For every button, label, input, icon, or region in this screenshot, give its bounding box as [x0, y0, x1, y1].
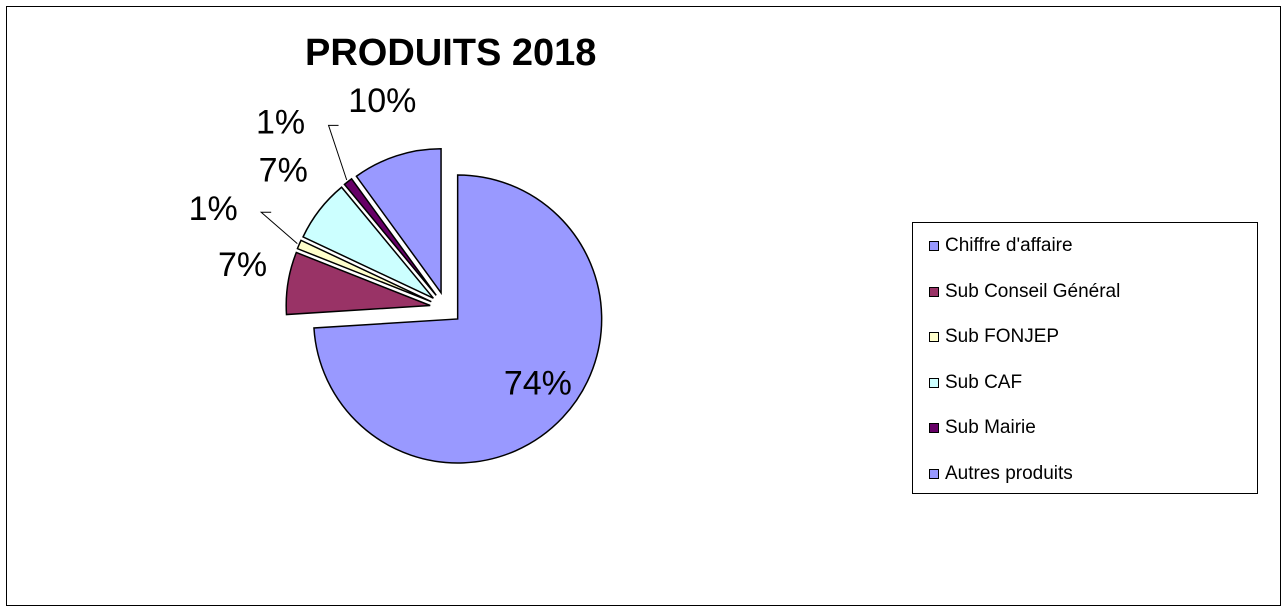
legend-label: Chiffre d'affaire — [945, 235, 1073, 256]
data-label: 1% — [189, 190, 238, 228]
pie-chart: 74% 7% 1% 7% 1% 10% — [189, 82, 603, 464]
legend-item: Autres produits — [929, 463, 1073, 485]
legend-swatch — [929, 377, 939, 388]
legend-item: Sub CAF — [929, 372, 1022, 394]
legend-label: Sub Conseil Général — [945, 280, 1121, 302]
pie-slice — [285, 251, 431, 316]
legend-item: Sub Mairie — [929, 417, 1036, 439]
legend-item: Chiffre d'affaire — [929, 235, 1073, 257]
data-label: 7% — [259, 152, 308, 190]
legend-label: Sub CAF — [945, 371, 1023, 393]
legend-swatch — [929, 468, 939, 479]
legend-label: Autres produits — [945, 462, 1073, 484]
legend: Chiffre d'affaire Sub Conseil Général Su… — [912, 222, 1258, 494]
data-label: 1% — [256, 103, 305, 141]
data-label: 7% — [218, 246, 267, 284]
legend-item: Sub Conseil Général — [929, 281, 1120, 303]
leader-line — [327, 124, 348, 181]
pie-slice — [302, 186, 434, 299]
legend-label: Sub Mairie — [945, 417, 1036, 438]
chart-title: PRODUITS 2018 — [305, 32, 597, 74]
pie-slice — [343, 177, 437, 296]
legend-item: Sub FONJEP — [929, 326, 1059, 348]
pie-slice — [296, 239, 432, 303]
legend-label: Sub FONJEP — [945, 326, 1060, 347]
pie-slice — [313, 174, 603, 464]
legend-swatch — [929, 241, 939, 251]
data-label: 74% — [504, 364, 572, 402]
legend-swatch — [929, 332, 939, 342]
legend-swatch — [929, 423, 939, 433]
leader-line — [259, 211, 298, 245]
legend-swatch — [929, 286, 939, 297]
pie-slice — [355, 148, 442, 296]
data-label: 10% — [348, 82, 416, 120]
